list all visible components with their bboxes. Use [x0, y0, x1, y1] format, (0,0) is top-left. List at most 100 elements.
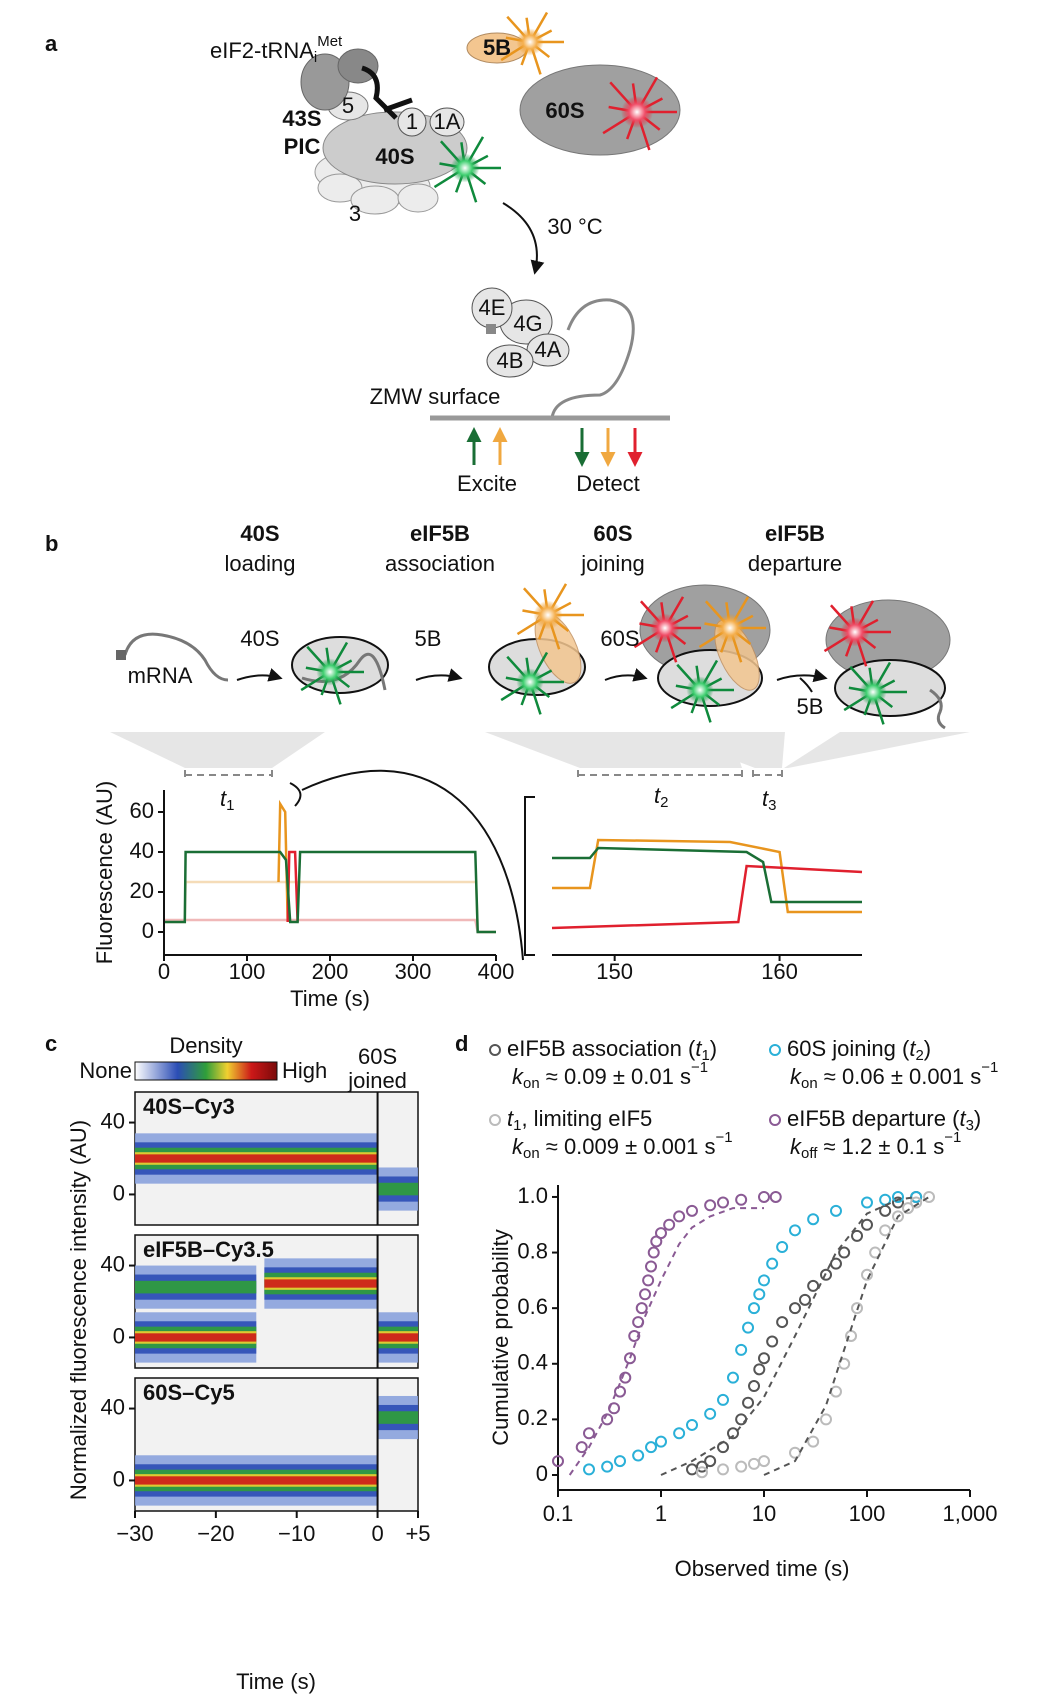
- data-point: [861, 1196, 873, 1209]
- x-tick-label: 150: [596, 959, 633, 984]
- star-core: [450, 153, 480, 183]
- data-point: [869, 1246, 882, 1259]
- density-band: [135, 1476, 378, 1485]
- diagram-label: 5B: [415, 626, 442, 651]
- data-point: [619, 1371, 632, 1384]
- x-tick-label: 300: [395, 959, 432, 984]
- data-point: [735, 1193, 748, 1206]
- data-point: [758, 1274, 770, 1287]
- star-core: [686, 676, 714, 704]
- data-point: [742, 1321, 755, 1334]
- data-point: [726, 1427, 739, 1440]
- y-tick-label: 40: [101, 1251, 125, 1276]
- interval-label: t1: [220, 786, 234, 814]
- temperature: 30 °C: [547, 214, 602, 239]
- diagram-label: 5B: [797, 694, 824, 719]
- interval-label: t2: [654, 783, 668, 811]
- data-point: [583, 1463, 596, 1476]
- data-point: [807, 1213, 820, 1226]
- complex-label: eIF2-tRNAiMet: [210, 33, 343, 66]
- data-point: [776, 1241, 789, 1254]
- panel-label: b: [45, 531, 58, 556]
- trace: [164, 880, 496, 934]
- density-band: [377, 1333, 418, 1342]
- star-core: [621, 96, 653, 128]
- panel-label: c: [45, 1031, 57, 1056]
- data-point: [742, 1396, 755, 1409]
- data-point: [753, 1363, 766, 1376]
- x-tick-label: 100: [849, 1501, 886, 1526]
- x-tick-label: −20: [197, 1521, 234, 1546]
- data-point: [552, 1455, 564, 1468]
- text-run: k: [512, 1134, 524, 1159]
- data-point: [575, 1441, 588, 1454]
- text-run: 1: [513, 1117, 521, 1134]
- fluorophore: [516, 583, 584, 650]
- data-point: [789, 1224, 802, 1237]
- data-point: [807, 1279, 820, 1292]
- data-point: [655, 1435, 667, 1448]
- data-point: [695, 1460, 708, 1473]
- data-point: [686, 1463, 699, 1476]
- y-axis-label: Cumulative probability: [488, 1229, 513, 1445]
- fluorophore: [300, 641, 364, 705]
- data-point: [717, 1196, 730, 1209]
- step-desc: association: [385, 551, 495, 576]
- data-point: [861, 1268, 873, 1281]
- x-axis-label: Time (s): [290, 986, 370, 1011]
- density-band: [377, 1182, 418, 1196]
- text-run: eIF5B association (: [507, 1036, 696, 1061]
- y-tick-label: 0.8: [517, 1238, 548, 1263]
- legend-label: t1, limiting eIF5: [507, 1106, 652, 1134]
- legend-marker: [769, 1044, 781, 1056]
- step-name: eIF5B: [410, 521, 470, 546]
- panel-label: d: [455, 1031, 468, 1056]
- density-band: [264, 1279, 378, 1288]
- step-name: 60S: [593, 521, 632, 546]
- text-run: ≈ 0.09 ± 0.01 s: [540, 1064, 691, 1089]
- text-run: k: [512, 1064, 524, 1089]
- text-run: −1: [981, 1059, 998, 1076]
- event-label: joined: [347, 1068, 407, 1093]
- data-point: [851, 1302, 864, 1315]
- text-run: , limiting eIF5: [521, 1106, 652, 1131]
- data-point: [829, 1204, 842, 1217]
- text-run: on: [801, 1075, 818, 1092]
- y-tick-label: 40: [101, 1394, 125, 1419]
- text-run: on: [523, 1145, 540, 1162]
- interval-label: t3: [762, 786, 776, 814]
- factor-4g: 4G: [513, 311, 542, 336]
- data-point: [628, 1329, 641, 1342]
- data-point: [583, 1427, 596, 1440]
- data-point: [901, 1202, 914, 1215]
- star-core: [840, 617, 870, 647]
- text-run: ): [710, 1036, 717, 1061]
- text-run: k: [790, 1134, 802, 1159]
- data-point: [614, 1385, 627, 1398]
- x-tick-label: 0: [371, 1521, 383, 1546]
- data-point: [695, 1466, 708, 1479]
- data-point: [686, 1418, 699, 1431]
- x-tick-label: 200: [312, 959, 349, 984]
- colorbar-low: None: [79, 1058, 132, 1083]
- data-point: [663, 1218, 676, 1231]
- panel-title: 40S–Cy3: [143, 1094, 235, 1119]
- step-name: eIF5B: [765, 521, 825, 546]
- diagram-label: 40S: [240, 626, 279, 651]
- data-point: [645, 1441, 658, 1454]
- data-point: [798, 1293, 811, 1306]
- y-axis-label: Normalized fluorescence intensity (AU): [66, 1120, 91, 1500]
- text-run: −1: [715, 1129, 732, 1146]
- data-point: [829, 1385, 842, 1398]
- data-point: [735, 1343, 748, 1356]
- x-tick-label: 400: [478, 959, 515, 984]
- fluorophore: [500, 11, 564, 75]
- step-desc: loading: [225, 551, 296, 576]
- trace: [164, 918, 496, 934]
- y-tick-label: 0: [536, 1461, 548, 1486]
- x-tick-label: 160: [761, 959, 798, 984]
- star-core: [650, 613, 680, 643]
- text-run: off: [801, 1145, 818, 1162]
- diagram-label: mRNA: [128, 663, 193, 688]
